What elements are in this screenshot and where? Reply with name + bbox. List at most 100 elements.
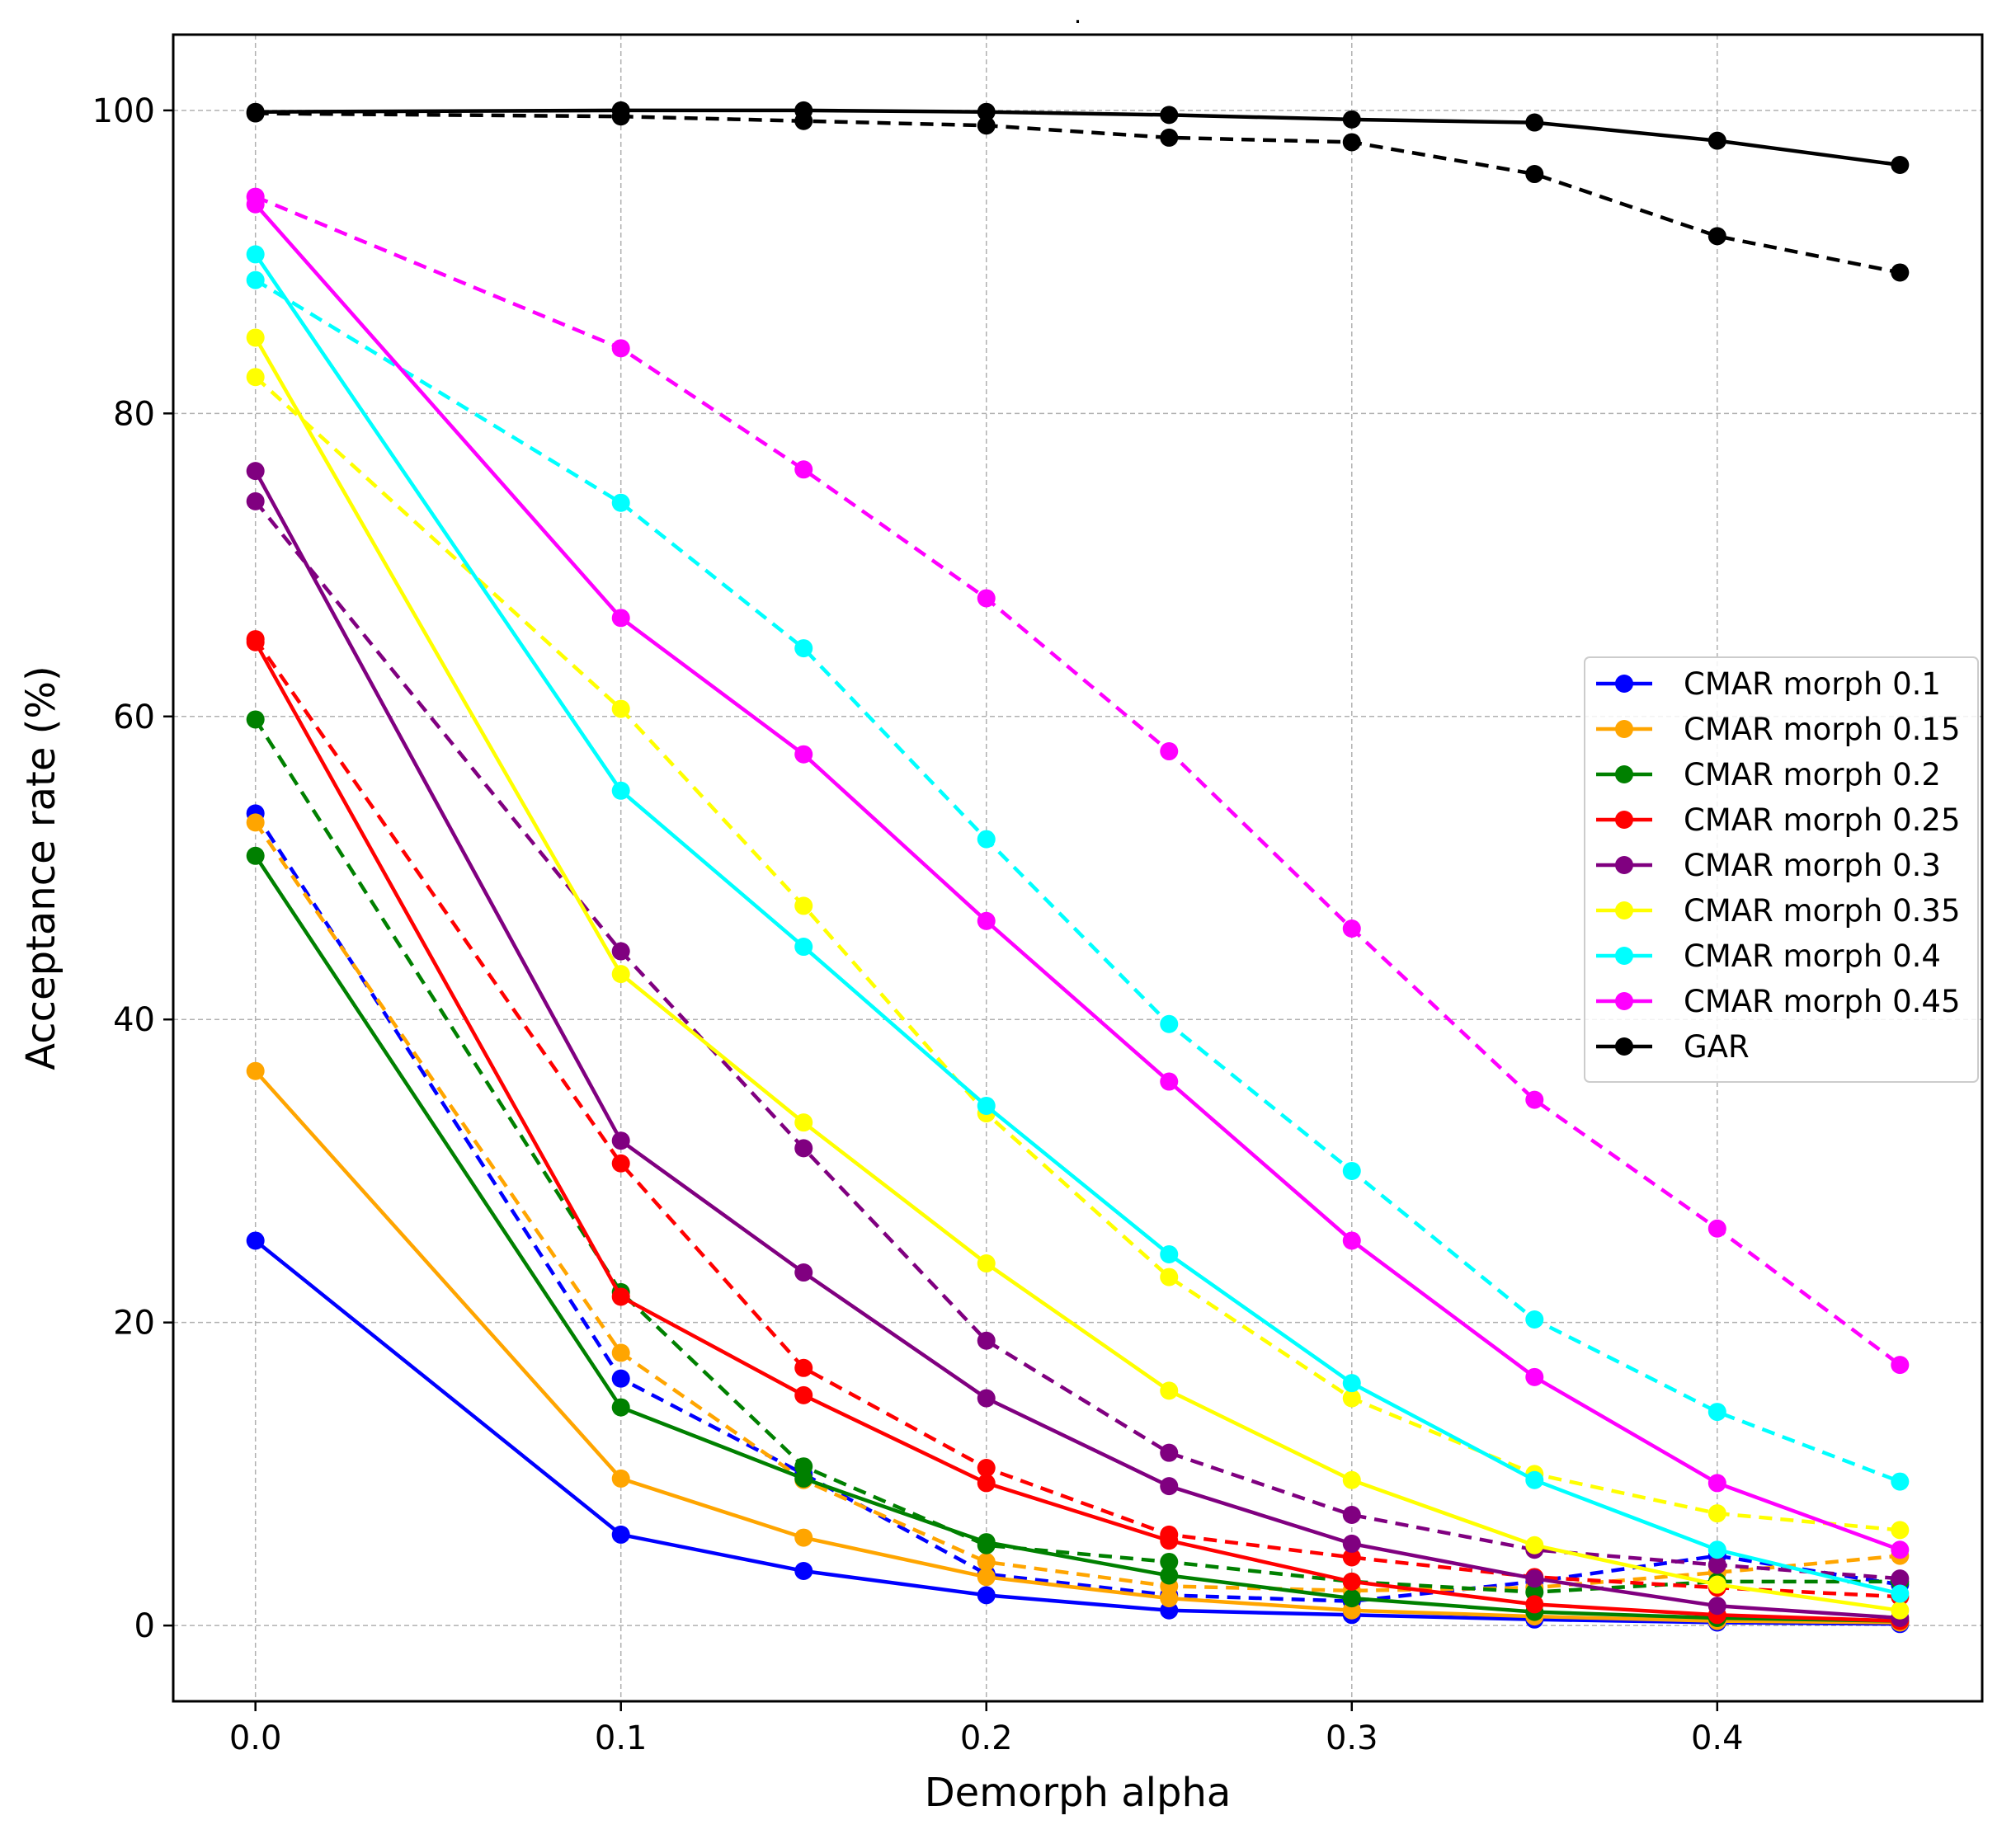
legend-marker: [1615, 1037, 1633, 1056]
data-point: [1342, 919, 1361, 938]
y-axis-label: Acceptance rate (%): [18, 666, 64, 1070]
data-point: [1342, 1572, 1361, 1591]
data-point: [1525, 1090, 1544, 1109]
data-point: [1342, 1389, 1361, 1408]
data-point: [1707, 1575, 1726, 1594]
data-point: [794, 1528, 813, 1547]
y-tick-label: 100: [92, 92, 155, 130]
data-point: [1707, 1403, 1726, 1422]
x-tick-label: 0.2: [960, 1719, 1013, 1757]
legend-label: CMAR morph 0.3: [1684, 848, 1941, 883]
legend-label: CMAR morph 0.2: [1684, 757, 1941, 793]
data-point: [794, 639, 813, 658]
axis-ticks: 0.0 0.1 0.2 0.3 0.4 0 20 40 60 80 100: [92, 92, 1744, 1757]
x-tick-label: 0.0: [229, 1719, 282, 1757]
data-point: [794, 1139, 813, 1158]
data-point: [794, 460, 813, 479]
data-point: [611, 1469, 630, 1488]
data-point: [1342, 1534, 1361, 1553]
data-point: [611, 1154, 630, 1173]
data-point: [977, 911, 996, 930]
legend-entry: GAR: [1596, 1029, 1750, 1065]
data-point: [977, 1586, 996, 1605]
legend-marker: [1615, 856, 1633, 874]
data-point: [1891, 1472, 1910, 1491]
data-point: [1525, 1595, 1544, 1614]
data-point: [794, 1385, 813, 1404]
data-point: [1160, 1525, 1179, 1544]
data-point: [246, 846, 265, 865]
data-point: [1525, 1310, 1544, 1329]
series-layer: [246, 101, 1910, 1634]
data-point: [611, 107, 630, 126]
legend-label: CMAR morph 0.45: [1684, 984, 1961, 1019]
data-point: [611, 699, 630, 718]
series-gar-dashed: [246, 104, 1910, 282]
data-point: [246, 462, 265, 481]
data-point: [1342, 110, 1361, 129]
data-point: [977, 102, 996, 121]
data-point: [246, 245, 265, 264]
data-point: [246, 491, 265, 510]
series-cmar-morph-0.45-solid: [246, 195, 1910, 1559]
data-point: [1891, 1356, 1910, 1375]
data-point: [1160, 128, 1179, 147]
data-point: [1160, 1566, 1179, 1585]
x-tick-label: 0.3: [1326, 1719, 1378, 1757]
data-point: [794, 938, 813, 957]
data-point: [1525, 1569, 1544, 1588]
series-cmar-morph-0.45-dashed: [246, 187, 1910, 1375]
data-point: [1707, 1504, 1726, 1523]
data-point: [1707, 1474, 1726, 1493]
data-point: [1891, 1521, 1910, 1540]
data-point: [1707, 1219, 1726, 1238]
data-point: [1707, 1597, 1726, 1616]
plot-frame: [172, 33, 1984, 1703]
legend-label: CMAR morph 0.4: [1684, 938, 1941, 974]
data-point: [1342, 1161, 1361, 1180]
legend: CMAR morph 0.1 CMAR morph 0.15 CMAR morph …: [1584, 656, 1979, 1083]
data-point: [1891, 1584, 1910, 1603]
data-point: [1525, 1536, 1544, 1554]
data-point: [1342, 1374, 1361, 1393]
legend-entry: CMAR morph 0.2: [1596, 757, 1941, 793]
data-point: [794, 1113, 813, 1132]
data-point: [1707, 1540, 1726, 1559]
legend-entry: CMAR morph 0.3: [1596, 848, 1941, 883]
data-point: [1891, 1601, 1910, 1620]
x-tick-label: 0.1: [595, 1719, 648, 1757]
legend-entry: CMAR morph 0.35: [1596, 893, 1961, 929]
legend-marker: [1615, 901, 1633, 920]
data-point: [246, 328, 265, 347]
series-cmar-morph-0.3-solid: [246, 462, 1910, 1627]
x-axis-label: Demorph alpha: [925, 1770, 1232, 1816]
data-point: [1160, 106, 1179, 125]
legend-label: CMAR morph 0.25: [1684, 802, 1961, 838]
data-point: [1342, 1506, 1361, 1525]
data-point: [1160, 1443, 1179, 1462]
data-point: [611, 1369, 630, 1388]
y-tick-label: 0: [134, 1607, 155, 1645]
data-point: [977, 116, 996, 135]
data-point: [1160, 1268, 1179, 1286]
data-point: [1160, 742, 1179, 761]
legend-marker: [1615, 992, 1633, 1010]
data-point: [977, 1331, 996, 1350]
data-point: [1525, 1470, 1544, 1489]
data-point: [977, 1096, 996, 1115]
data-point: [1342, 1231, 1361, 1250]
data-point: [977, 1459, 996, 1478]
data-point: [246, 710, 265, 729]
data-point: [611, 1525, 630, 1544]
data-point: [977, 830, 996, 849]
data-point: [1707, 131, 1726, 150]
data-point: [794, 896, 813, 915]
series-line: [254, 375, 1901, 1532]
data-point: [1342, 1548, 1361, 1567]
data-point: [611, 942, 630, 961]
legend-marker: [1615, 947, 1633, 965]
data-point: [977, 589, 996, 608]
data-point: [1342, 1589, 1361, 1608]
data-point: [794, 1561, 813, 1580]
